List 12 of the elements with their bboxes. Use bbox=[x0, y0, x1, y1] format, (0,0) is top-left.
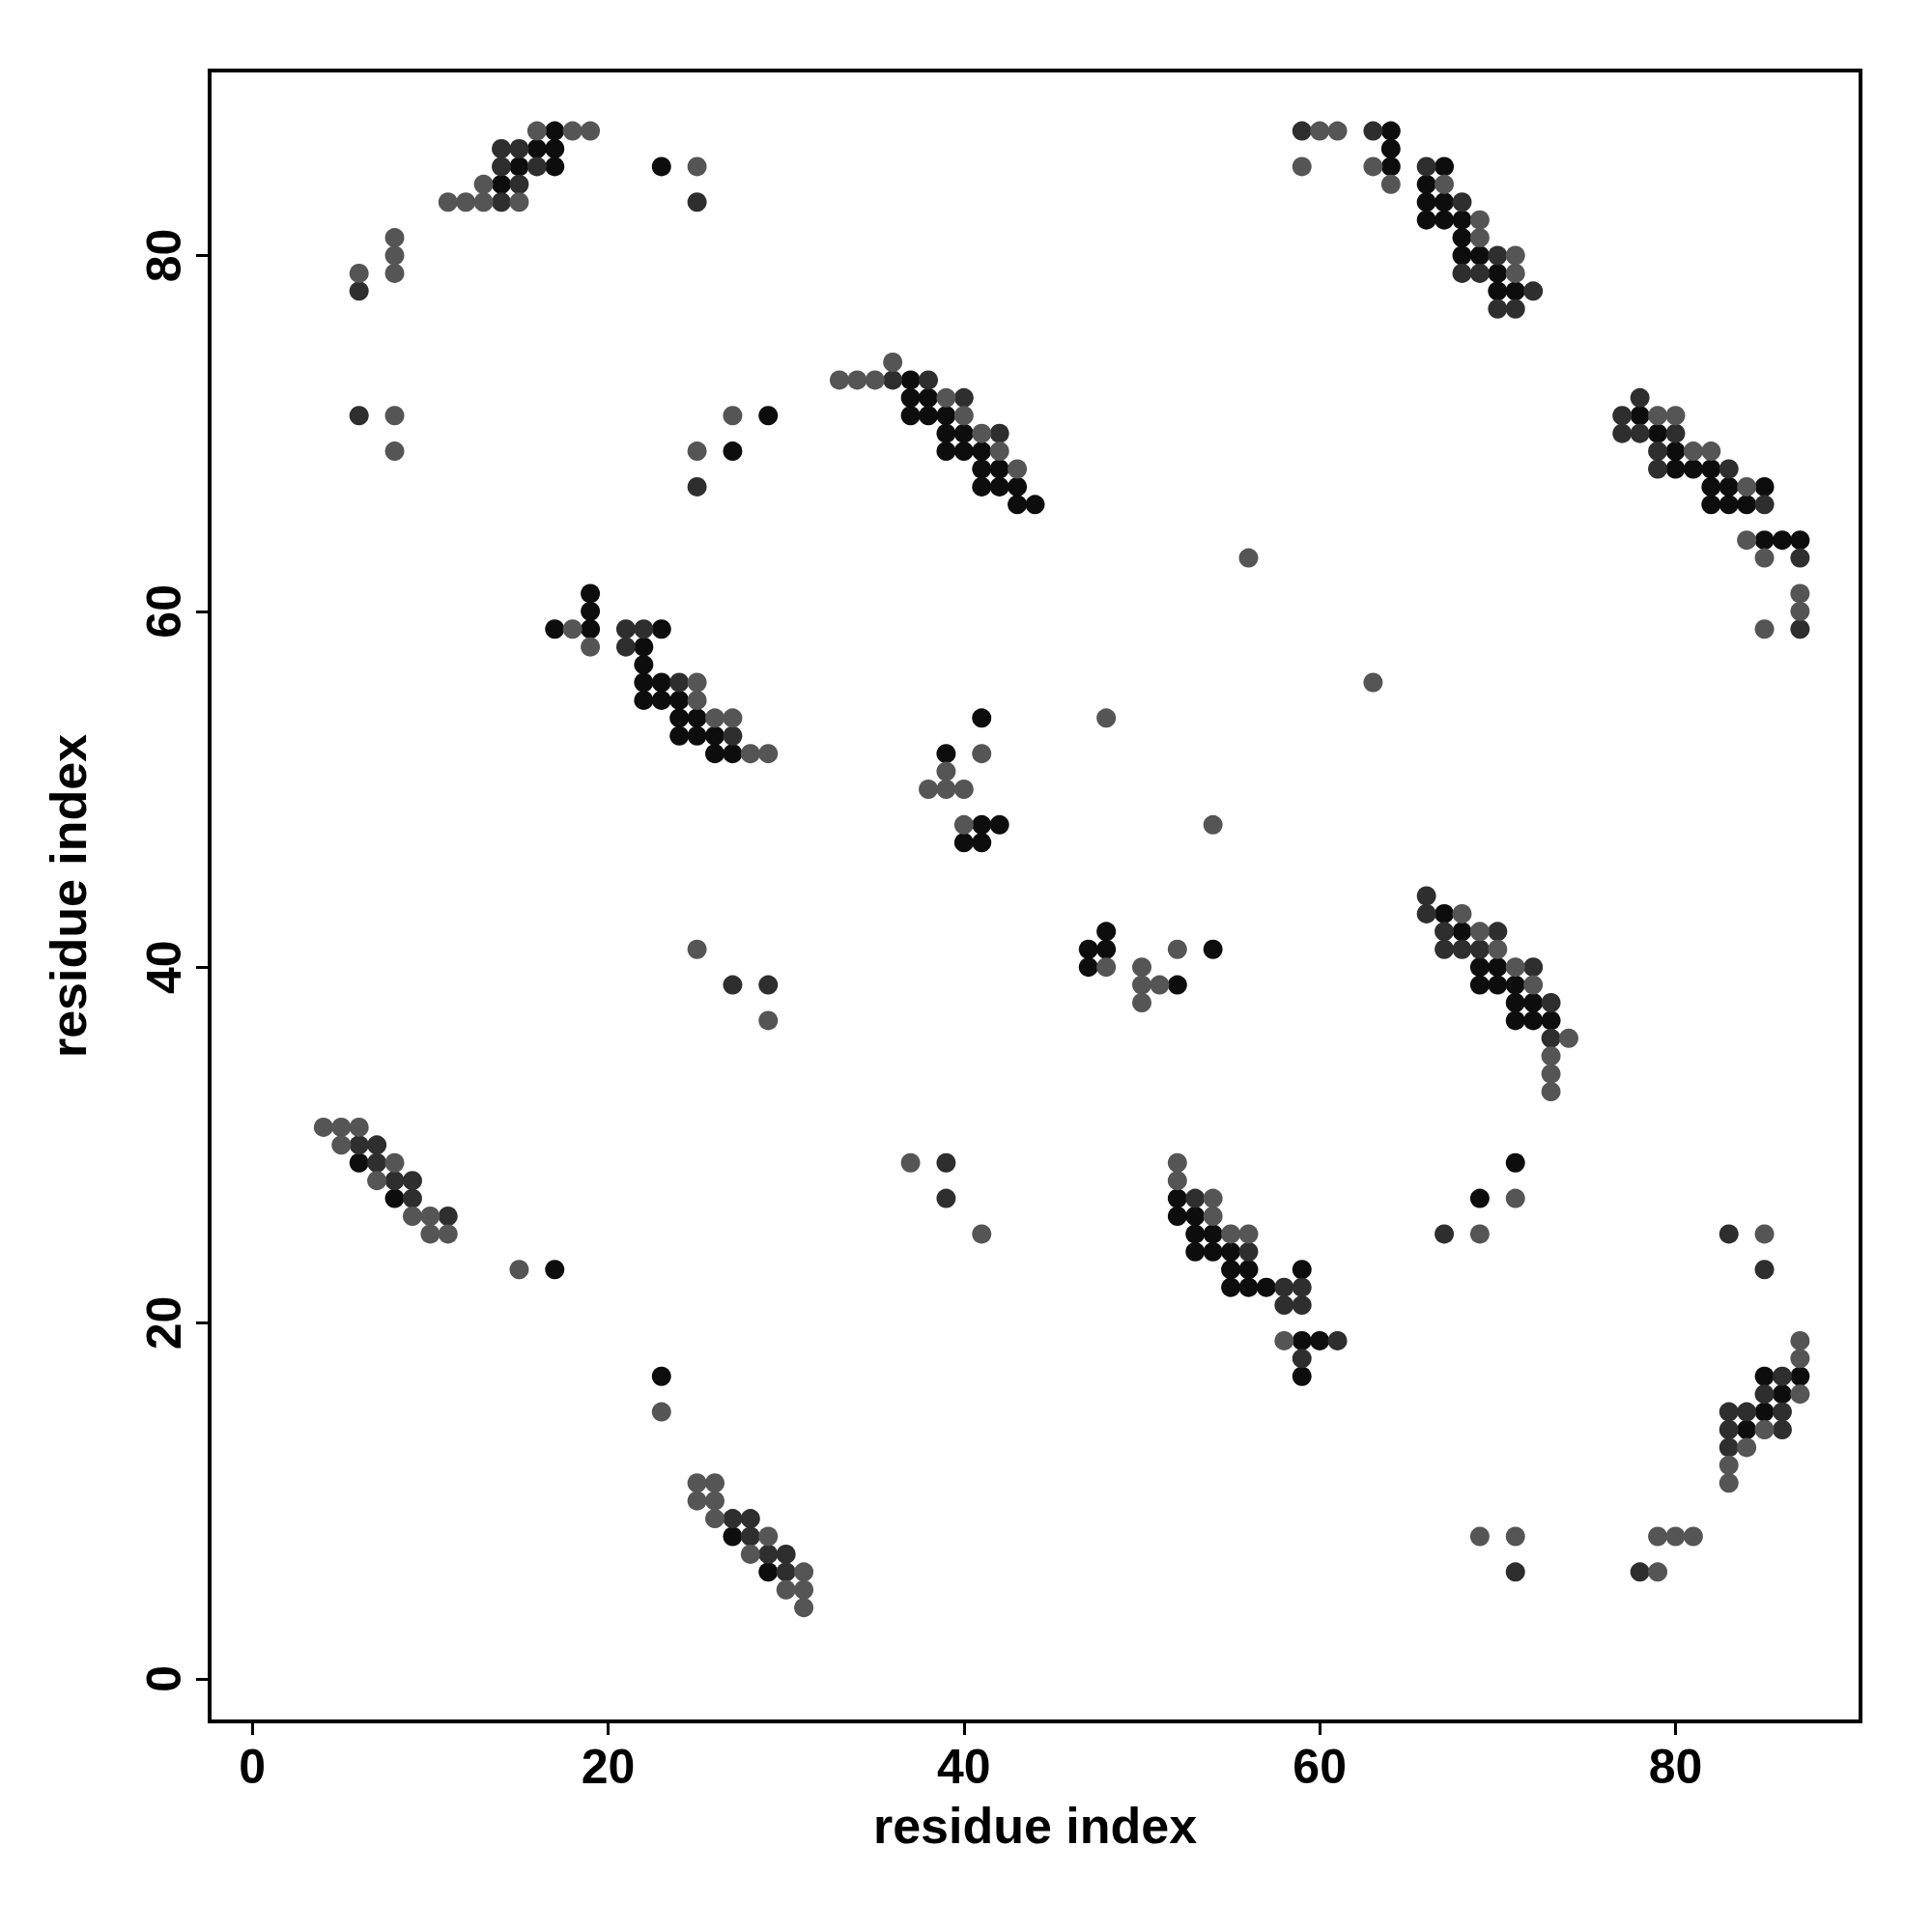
x-tick-label: 40 bbox=[937, 1740, 991, 1794]
y-tick-label: 40 bbox=[137, 940, 191, 994]
y-tick-label: 60 bbox=[137, 584, 191, 639]
x-tick-label: 80 bbox=[1648, 1740, 1703, 1794]
x-tick-label: 0 bbox=[239, 1740, 267, 1794]
y-axis-title: residue index bbox=[41, 733, 97, 1059]
x-axis-title: residue index bbox=[872, 1798, 1198, 1854]
y-tick-label: 20 bbox=[137, 1295, 191, 1350]
x-tick-label: 20 bbox=[581, 1740, 636, 1794]
y-tick-label: 80 bbox=[137, 228, 191, 283]
y-tick-label: 0 bbox=[137, 1664, 191, 1692]
x-tick-label: 60 bbox=[1293, 1740, 1347, 1794]
